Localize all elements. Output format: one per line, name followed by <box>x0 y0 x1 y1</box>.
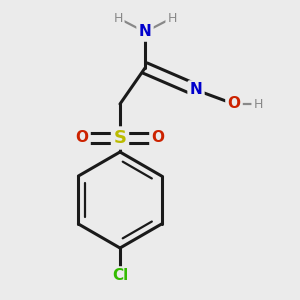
Text: H: H <box>113 11 123 25</box>
Text: N: N <box>139 25 152 40</box>
Text: O: O <box>152 130 164 146</box>
Text: H: H <box>253 98 263 110</box>
Text: S: S <box>113 129 127 147</box>
Text: H: H <box>167 11 177 25</box>
Text: N: N <box>190 82 202 98</box>
Text: Cl: Cl <box>112 268 128 284</box>
Text: O: O <box>76 130 88 146</box>
Text: O: O <box>227 97 241 112</box>
